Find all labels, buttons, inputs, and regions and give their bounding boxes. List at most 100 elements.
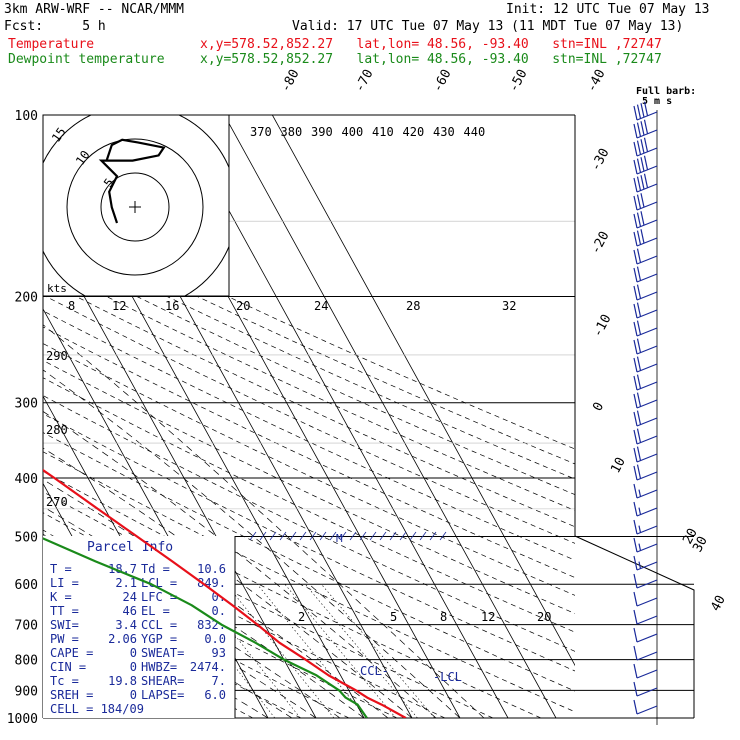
parcel-value: 0.: [212, 604, 226, 618]
lcl-marker: -LCL: [433, 670, 462, 684]
parcel-value: 2.06: [108, 632, 137, 646]
wind-barb-subtitle: 5 m s: [642, 96, 672, 107]
wind-scale-label: 24: [314, 299, 328, 313]
wind-barb: [633, 137, 658, 157]
parcel-label: PW =: [50, 632, 79, 646]
parcel-hatch-tick: [389, 531, 397, 541]
isotherm-label: -70: [352, 67, 376, 95]
parcel-label: LAPSE=: [141, 688, 184, 702]
isotherm-label: -40: [584, 67, 608, 95]
mixing-ratio-line: [284, 584, 397, 718]
temperature-profile-line: [43, 468, 407, 718]
wind-barb: [633, 410, 658, 427]
parcel-hatch-tick: [409, 531, 417, 541]
parcel-hatch-tick: [319, 531, 327, 541]
pressure-tick-label: 300: [15, 397, 38, 412]
model-title: 3km ARW-WRF -- NCAR/MMM: [4, 2, 185, 17]
wind-barb: [633, 645, 658, 661]
parcel-label: SWI=: [50, 618, 79, 632]
pressure-tick-label: 400: [15, 472, 38, 487]
parcel-label: LI =: [50, 576, 79, 590]
isotherm-label: 10: [608, 455, 629, 476]
hodograph-box: [42, 114, 230, 297]
parcel-hatch-tick: [269, 531, 277, 541]
temperature-legend-label: Temperature: [8, 37, 95, 52]
parcel-label: TT =: [50, 604, 79, 618]
dewpoint-legend-label: Dewpoint temperature: [8, 52, 165, 67]
theta-side-label: 290: [46, 349, 68, 363]
wind-barb: [633, 627, 658, 643]
wind-barb: [633, 374, 658, 391]
parcel-hatch-tick: [299, 531, 307, 541]
isotherm-line: [223, 115, 557, 718]
parcel-hatch-tick: [439, 531, 447, 541]
mixing-ratio-line: [256, 584, 367, 718]
mixing-ratio-label: 20: [537, 610, 551, 624]
hodograph-ring-label: 15: [49, 125, 69, 145]
plot-right-step: [574, 418, 695, 718]
mixing-ratio-line: [194, 584, 301, 718]
valid-time: Valid: 17 UTC Tue 07 May 13 (11 MDT Tue …: [292, 19, 684, 34]
parcel-value: 6.0: [204, 688, 226, 702]
isotherm-label: 30: [690, 534, 711, 555]
parcel-label: T =: [50, 562, 72, 576]
wind-barb: [633, 266, 658, 283]
wind-scale-label: 20: [236, 299, 250, 313]
parcel-cell: CELL = 184/09: [50, 702, 144, 716]
parcel-label: Td =: [141, 562, 170, 576]
parcel-label: EL =: [141, 604, 170, 618]
parcel-value: 0: [130, 660, 137, 674]
parcel-value: 19.8: [108, 674, 137, 688]
theta-label: 440: [464, 125, 486, 139]
isotherm-label: -30: [588, 146, 612, 174]
wind-barb: [633, 211, 658, 229]
wind-barb: [633, 555, 658, 571]
parcel-hatch-tick: [339, 531, 347, 541]
isotherm-label: 0: [590, 400, 607, 414]
parcel-hatch-tick: [359, 531, 367, 541]
dry-adiabat-line: [43, 377, 575, 633]
dry-adiabat-line: [43, 395, 575, 652]
wind-barb: [633, 537, 658, 553]
moist-adiabat-line: [43, 506, 365, 718]
isotherm-label: -80: [278, 67, 302, 95]
isotherm-line: [43, 220, 317, 718]
wind-scale-label: 28: [406, 299, 420, 313]
isotherm-label: -10: [590, 312, 614, 340]
parcel-label: SWEAT=: [141, 646, 184, 660]
wind-barb: [633, 681, 658, 697]
wind-barb: [633, 320, 658, 337]
theta-label: 430: [433, 125, 455, 139]
wind-barb: [633, 446, 658, 463]
theta-label: 370: [250, 125, 272, 139]
dewpoint-profile-line: [43, 537, 368, 718]
theta-label: 400: [342, 125, 364, 139]
pressure-tick-label: 900: [15, 684, 38, 699]
parcel-hatch-tick: [379, 531, 387, 541]
isotherm-label: -20: [588, 229, 612, 257]
wind-barb: [633, 483, 658, 499]
wind-barb: [633, 609, 658, 625]
parcel-value: 849.: [197, 576, 226, 590]
parcel-value: 2474.: [190, 660, 226, 674]
theta-label: 420: [403, 125, 425, 139]
parcel-hatch-tick: [309, 531, 317, 541]
parcel-value: 2.1: [115, 576, 137, 590]
wind-barb: [633, 338, 658, 355]
wind-scale-label: 8: [68, 299, 75, 313]
mixing-ratio-line: [321, 584, 435, 718]
parcel-label: LCL =: [141, 576, 177, 590]
parcel-hatch-tick: [289, 531, 297, 541]
isotherm-label: 20: [680, 526, 701, 547]
isotherm-label: -50: [506, 67, 530, 95]
parcel-hatch-tick: [419, 531, 427, 541]
wind-barb: [633, 229, 658, 247]
hodograph-ring-label: 10: [73, 148, 93, 168]
wind-scale-label: 32: [502, 299, 516, 313]
theta-side-label: 270: [46, 495, 68, 509]
dry-adiabat-line: [43, 451, 575, 713]
parcel-label: CAPE =: [50, 646, 93, 660]
parcel-title: Parcel Info: [87, 540, 173, 555]
wind-barb: [633, 663, 658, 679]
parcel-value: 7.: [212, 674, 226, 688]
